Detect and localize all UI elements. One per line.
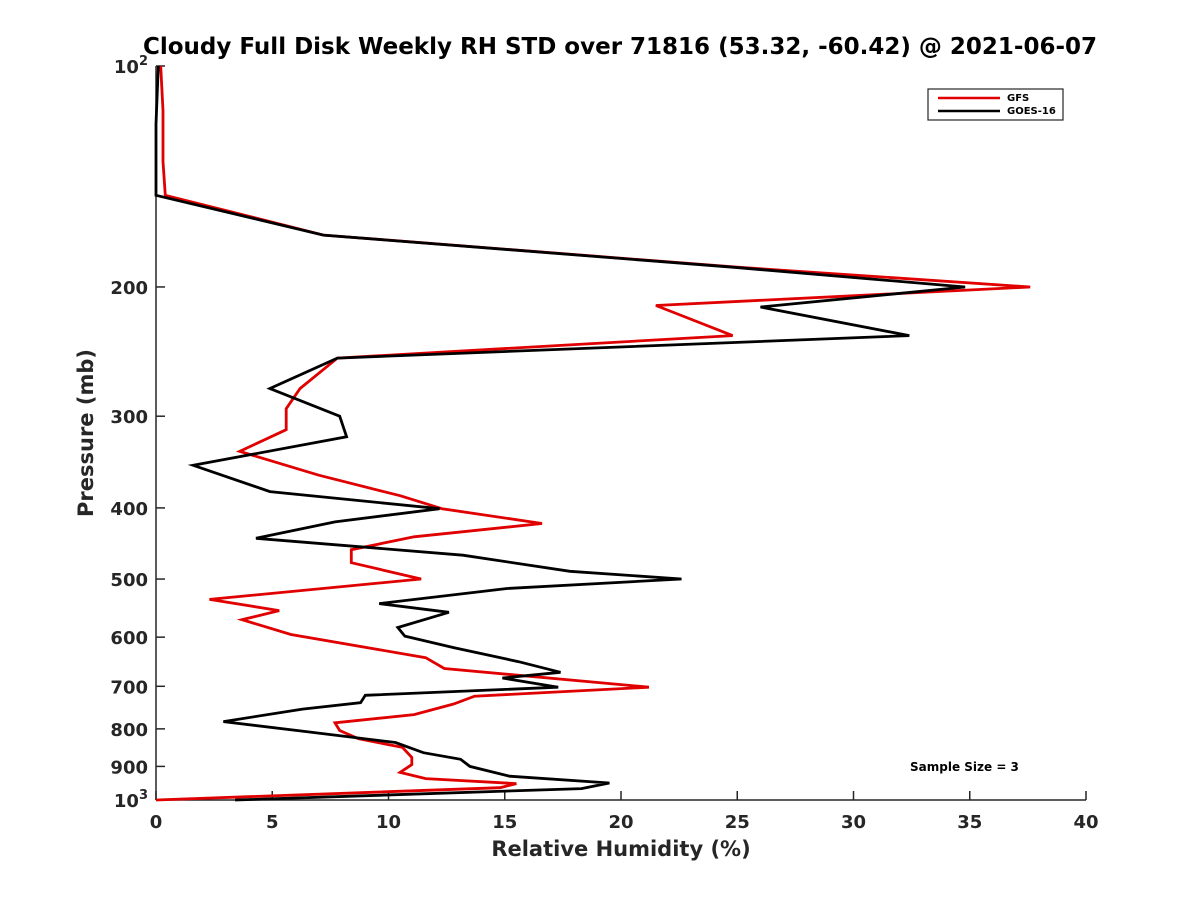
y-tick-label: 500 [110, 570, 148, 591]
y-tick-label: 102 [114, 54, 148, 78]
x-axis-label: Relative Humidity (%) [491, 837, 750, 861]
y-tick-label: 800 [110, 720, 148, 741]
sample-size-annotation: Sample Size = 3 [910, 760, 1019, 774]
axes-box [156, 66, 1086, 800]
x-tick-label: 40 [1073, 812, 1098, 833]
legend: GFS GOES-16 [927, 88, 1064, 121]
x-tick-label: 5 [266, 812, 279, 833]
legend-label-goes16: GOES-16 [1007, 106, 1056, 117]
y-ticks: 102 200 300 400 500 600 700 800 900 103 [110, 54, 165, 812]
series-line-goes16 [154, 65, 966, 802]
x-tick-label: 35 [957, 812, 982, 833]
chart-title: Cloudy Full Disk Weekly RH STD over 7181… [143, 34, 1097, 60]
series-line-gfs [155, 65, 1031, 802]
y-tick-label: 900 [110, 757, 148, 778]
x-tick-label: 30 [841, 812, 866, 833]
x-tick-label: 15 [492, 812, 517, 833]
x-tick-label: 10 [376, 812, 401, 833]
x-tick-label: 0 [150, 812, 163, 833]
y-tick-label: 700 [110, 677, 148, 698]
legend-label-gfs: GFS [1007, 93, 1029, 104]
x-ticks: 0 5 10 15 20 25 30 35 40 [150, 791, 1099, 833]
plot-area: 0 5 10 15 20 25 30 35 40 102 200 300 400 500 600 700 80… [110, 54, 1098, 833]
y-tick-label: 600 [110, 628, 148, 649]
y-tick-label: 200 [110, 278, 148, 299]
y-tick-label: 103 [114, 788, 148, 812]
y-axis-label: Pressure (mb) [74, 349, 98, 517]
series-lines [154, 65, 1031, 802]
y-tick-label: 400 [110, 499, 148, 520]
legend-box [927, 88, 1064, 121]
x-tick-label: 20 [608, 812, 633, 833]
y-tick-label: 300 [110, 407, 148, 428]
x-tick-label: 25 [725, 812, 750, 833]
